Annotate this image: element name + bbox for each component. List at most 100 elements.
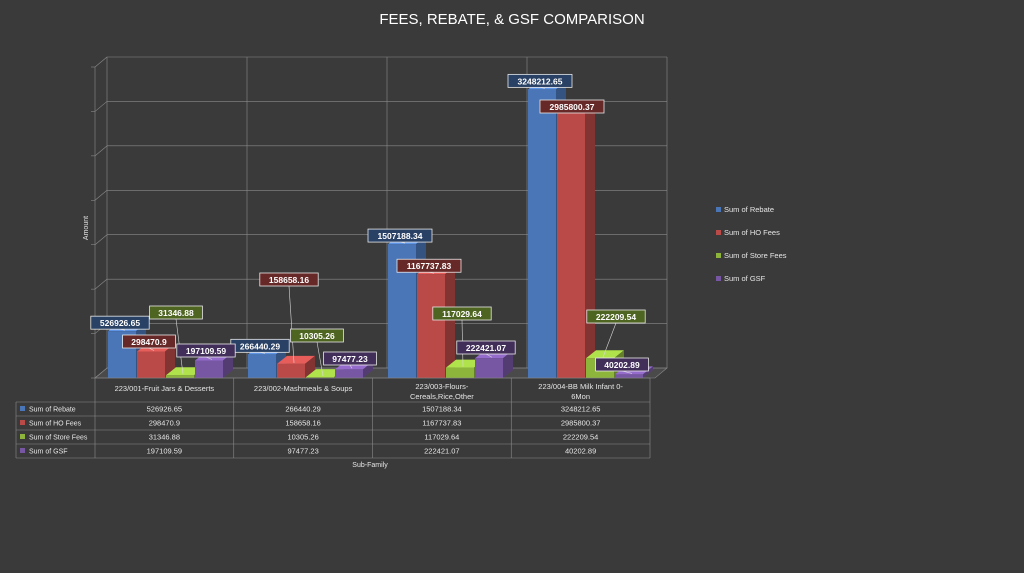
data-label: 222209.54 [596, 312, 636, 322]
data-label-leader [148, 347, 155, 351]
left-wall-gridline [94, 190, 108, 201]
table-legend-key [20, 420, 25, 425]
table-legend-key [20, 406, 25, 411]
left-wall-gridline [94, 56, 108, 68]
table-cell: 10305.26 [287, 433, 318, 442]
table-cell: 31346.88 [149, 433, 180, 442]
table-cell: 158658.16 [285, 419, 320, 428]
bar [248, 354, 276, 378]
table-cell: 298470.9 [149, 419, 180, 428]
data-label: 10305.26 [299, 331, 335, 341]
bar-top [586, 350, 624, 359]
data-label-box [507, 73, 573, 88]
bar [557, 112, 585, 378]
data-label-box [290, 328, 344, 343]
bar [166, 375, 194, 378]
bar-side [165, 343, 175, 378]
table-cell: 2985800.37 [561, 419, 601, 428]
legend-key [716, 230, 721, 235]
bar [417, 274, 445, 378]
left-wall-gridline [94, 101, 108, 112]
bar [615, 374, 643, 378]
data-label-leader [485, 353, 493, 358]
data-label: 266440.29 [240, 341, 280, 351]
bar-side [223, 352, 233, 378]
legend: Sum of Rebate Sum of HO Fees Sum of Store … [716, 205, 787, 283]
bar-side [305, 355, 315, 378]
table-series-name: Sum of Rebate [29, 407, 76, 414]
category-tick-label: 223/002-Mashmeals & Soups [254, 384, 353, 393]
data-label: 117029.64 [442, 309, 482, 319]
bar-side [585, 104, 595, 378]
category-tick-label: 6Mon [571, 392, 590, 401]
legend-entry: Sum of GSF [724, 274, 766, 283]
data-label-box [539, 99, 605, 114]
data-label: 158658.16 [269, 275, 309, 285]
data-label: 2985800.37 [550, 102, 595, 112]
y-axis-label: Amount [83, 216, 90, 240]
data-label: 526926.65 [100, 318, 140, 328]
data-label: 1507188.34 [378, 231, 423, 241]
bar-side [643, 366, 653, 378]
chart-title: FEES, REBATE, & GSF COMPARISON [379, 11, 644, 28]
table-cell: 526926.65 [147, 405, 182, 414]
bar [306, 377, 334, 378]
data-label: 40202.89 [604, 360, 640, 370]
bar [475, 358, 503, 378]
legend-entry: Sum of HO Fees [724, 228, 780, 237]
table-cell: 117029.64 [424, 433, 459, 442]
data-label-box [586, 309, 646, 324]
data-label-box [149, 305, 203, 320]
category-tick-label: 223/001-Fruit Jars & Desserts [115, 384, 215, 393]
bar-side [445, 266, 455, 378]
left-wall-gridline [94, 278, 108, 290]
data-label-box [122, 334, 176, 349]
bar [137, 351, 165, 378]
legend-entry: Sum of Store Fees [724, 251, 787, 260]
table-cell: 40202.89 [565, 447, 596, 456]
bar-top [277, 355, 315, 364]
bar [446, 367, 474, 378]
data-label: 222421.07 [466, 343, 506, 353]
bar-top [446, 359, 484, 368]
bar-top [166, 367, 204, 376]
plot-area: 526926.65 266440.29 1507188.34 3248212.65 29… [90, 56, 668, 379]
data-label: 1167737.83 [407, 261, 452, 271]
table-cell: 1507188.34 [422, 405, 462, 414]
bar [277, 363, 305, 378]
data-label-box [323, 351, 377, 366]
data-label-leader [349, 364, 353, 369]
left-wall-gridline [94, 367, 108, 379]
legend-key [716, 276, 721, 281]
table-series-name: Sum of HO Fees [29, 421, 82, 428]
table-cell: 222209.54 [563, 433, 598, 442]
table-legend-key [20, 434, 25, 439]
data-label-leader [288, 285, 295, 363]
data-label: 31346.88 [158, 308, 194, 318]
data-label-box [90, 315, 150, 330]
left-wall-gridline [94, 234, 108, 245]
category-tick-label: 223/003-Flours- [415, 382, 468, 391]
data-label-leader [205, 356, 213, 360]
bar-side [363, 361, 373, 378]
legend-entry: Sum of Rebate [724, 205, 774, 214]
data-label-leader [621, 370, 633, 374]
data-label-box [396, 258, 462, 273]
data-label: 197109.59 [186, 346, 226, 356]
table-cell: 222421.07 [424, 447, 459, 456]
table-series-name: Sum of Store Fees [29, 435, 88, 442]
data-label: 97477.23 [332, 354, 368, 364]
data-label-box [259, 272, 319, 287]
bar-side [503, 350, 513, 378]
bar [335, 369, 363, 378]
data-label-leader [602, 322, 617, 358]
data-table: 223/001-Fruit Jars & Desserts 223/002-Mas… [15, 377, 651, 459]
data-label-box [176, 343, 236, 358]
bar-top [306, 369, 344, 378]
data-label-box [456, 340, 516, 355]
legend-key [716, 207, 721, 212]
left-wall-gridline [94, 145, 108, 157]
legend-key [716, 253, 721, 258]
